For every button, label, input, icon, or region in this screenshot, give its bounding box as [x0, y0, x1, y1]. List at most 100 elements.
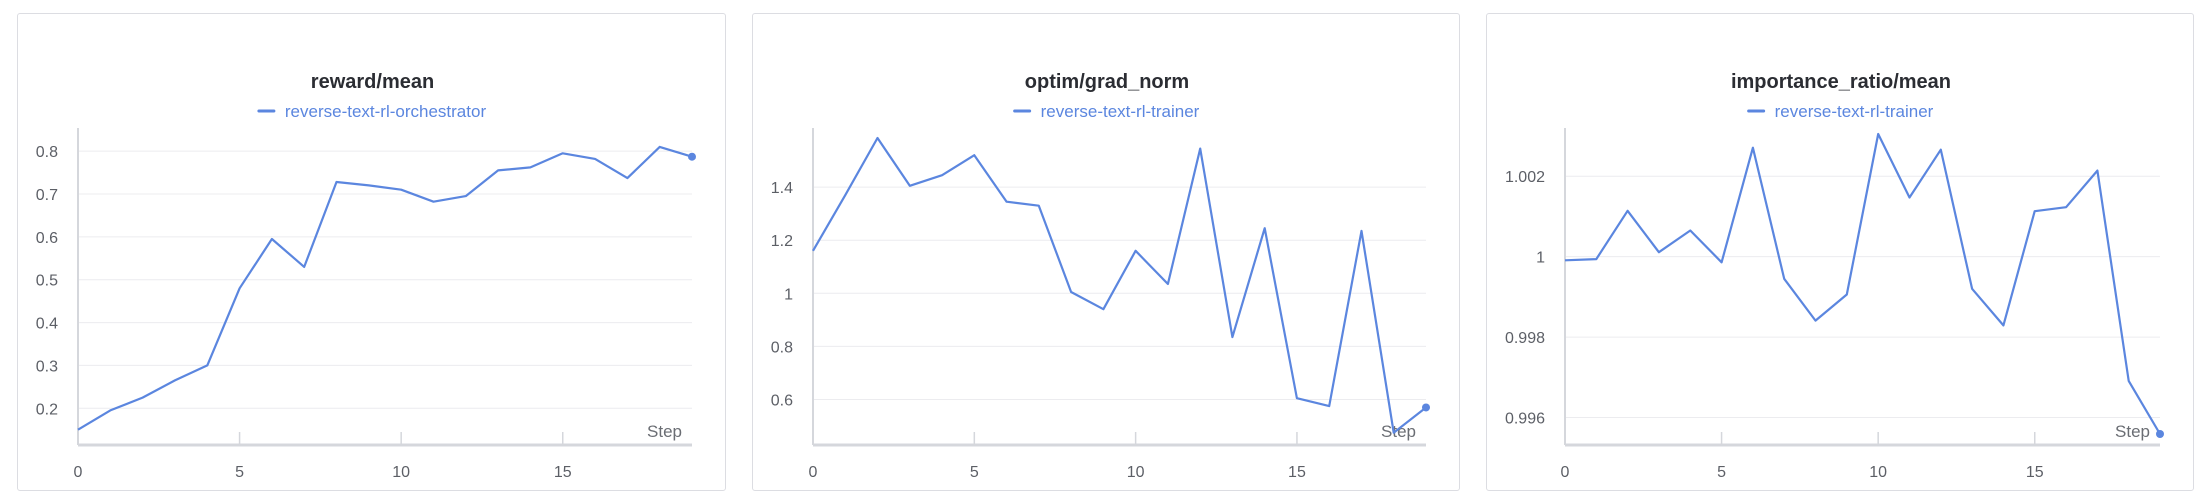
x-tick-label: 0 — [74, 464, 83, 481]
y-tick-label: 0.8 — [36, 144, 58, 161]
data-point — [1720, 260, 1724, 264]
data-point — [593, 157, 597, 161]
data-point — [1626, 209, 1630, 213]
data-point — [1101, 307, 1105, 311]
data-point — [658, 145, 662, 149]
data-point — [1970, 287, 1974, 291]
x-tick-label: 15 — [554, 464, 572, 481]
y-tick-label: 1.4 — [771, 180, 793, 197]
data-point — [2095, 169, 2099, 173]
data-point — [2127, 379, 2131, 383]
data-point — [1688, 229, 1692, 233]
data-point — [1594, 257, 1598, 261]
data-point — [1037, 204, 1041, 208]
x-tick-label: 5 — [970, 464, 979, 481]
data-point — [625, 176, 629, 180]
y-tick-label: 0.2 — [36, 401, 58, 418]
data-point — [1814, 319, 1818, 323]
series-line — [812, 136, 1427, 434]
y-tick-label: 1 — [1536, 250, 1545, 267]
y-tick-label: 0.6 — [36, 230, 58, 247]
data-point — [173, 378, 177, 382]
data-point — [270, 237, 274, 241]
data-point — [972, 153, 976, 157]
data-point — [1359, 229, 1363, 233]
data-point — [1230, 335, 1234, 339]
data-point — [2064, 205, 2068, 209]
last-point-marker — [1422, 403, 1430, 412]
y-tick-label: 0.5 — [36, 273, 58, 290]
chart-grad-norm: optim/grad_norm reverse-text-rl-trainer 0.… — [771, 71, 1430, 481]
x-tick-label: 5 — [235, 464, 244, 481]
x-tick-label: 15 — [1288, 464, 1306, 481]
data-point — [908, 184, 912, 188]
data-point — [561, 151, 565, 155]
data-point — [464, 194, 468, 198]
data-point — [367, 183, 371, 187]
y-tick-label: 0.8 — [771, 339, 793, 356]
legend-label: reverse-text-rl-trainer — [1775, 102, 1934, 121]
series-line — [77, 145, 693, 431]
chart-title: optim/grad_norm — [1025, 71, 1189, 93]
data-point — [2033, 209, 2037, 213]
x-tick-label: 0 — [809, 464, 818, 481]
y-tick-label: 0.996 — [1505, 411, 1545, 428]
data-point — [108, 408, 112, 412]
y-tick-label: 0.998 — [1505, 330, 1545, 347]
y-tick-label: 0.4 — [36, 316, 58, 333]
chart-title: importance_ratio/mean — [1731, 71, 1951, 93]
x-axis-label: Step — [1381, 422, 1416, 441]
chart-reward-mean: reward/mean reverse-text-rl-orchestrator 0… — [36, 71, 696, 481]
legend-label: reverse-text-rl-trainer — [1041, 102, 1200, 121]
chart-panel-reward-mean[interactable]: reward/mean reverse-text-rl-orchestrator 0… — [17, 13, 726, 491]
chart-importance-ratio: importance_ratio/mean reverse-text-rl-tra… — [1505, 71, 2164, 481]
data-point — [1845, 292, 1849, 296]
x-axis-label: Step — [647, 422, 682, 441]
x-axis-label: Step — [2115, 422, 2150, 441]
data-point — [238, 286, 242, 290]
data-point — [1876, 132, 1880, 136]
data-point — [1939, 148, 1943, 152]
chart-panel-grad-norm[interactable]: optim/grad_norm reverse-text-rl-trainer 0.… — [752, 13, 1460, 491]
x-tick-label: 10 — [1869, 464, 1887, 481]
data-point — [940, 173, 944, 177]
data-point — [1295, 396, 1299, 400]
y-tick-label: 1.002 — [1505, 169, 1545, 186]
data-point — [1751, 146, 1755, 150]
y-tick-label: 0.3 — [36, 358, 58, 375]
data-point — [1005, 200, 1009, 204]
data-point — [1657, 250, 1661, 254]
last-point-marker — [688, 152, 696, 161]
data-point — [496, 168, 500, 172]
y-tick-label: 0.7 — [36, 187, 58, 204]
data-point — [1198, 147, 1202, 151]
data-point — [302, 265, 306, 269]
data-point — [811, 249, 815, 253]
data-point — [528, 165, 532, 169]
data-point — [141, 396, 145, 400]
x-tick-label: 15 — [2026, 464, 2044, 481]
legend-label: reverse-text-rl-orchestrator — [285, 102, 487, 121]
chart-panel-importance-ratio[interactable]: importance_ratio/mean reverse-text-rl-tra… — [1486, 13, 2194, 491]
data-point — [1166, 282, 1170, 286]
data-point — [1907, 196, 1911, 200]
data-point — [431, 200, 435, 204]
last-point-marker — [2156, 430, 2164, 438]
data-point — [1069, 290, 1073, 294]
x-tick-label: 10 — [392, 464, 410, 481]
y-tick-label: 0.6 — [771, 392, 793, 409]
data-point — [399, 188, 403, 192]
data-point — [335, 180, 339, 184]
data-point — [205, 363, 209, 367]
data-point — [1134, 249, 1138, 253]
x-tick-label: 0 — [1561, 464, 1570, 481]
data-point — [1263, 226, 1267, 230]
data-point — [1327, 404, 1331, 408]
chart-title: reward/mean — [311, 71, 434, 93]
data-point — [843, 193, 847, 197]
series-line — [1564, 132, 2161, 435]
x-tick-label: 5 — [1717, 464, 1726, 481]
x-tick-label: 10 — [1127, 464, 1145, 481]
y-tick-label: 1 — [784, 286, 793, 303]
data-point — [1392, 431, 1396, 435]
